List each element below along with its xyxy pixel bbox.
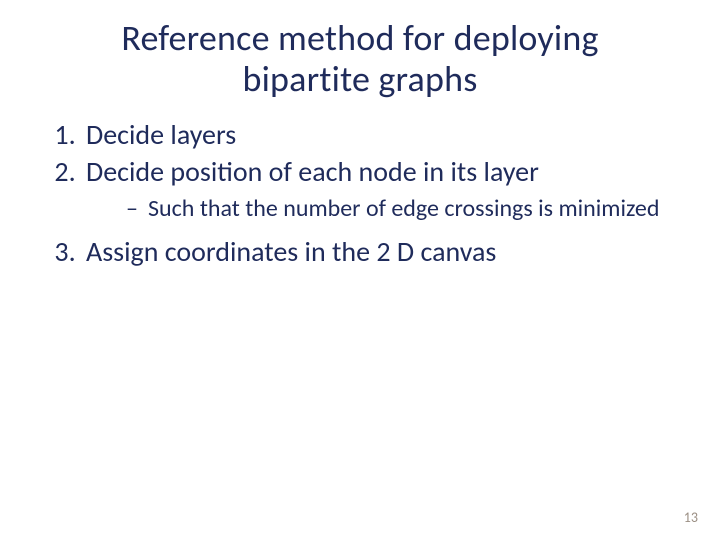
sub-list: Such that the number of edge crossings i… [86, 195, 672, 224]
list-item-2: Decide position of each node in its laye… [82, 154, 672, 224]
page-number: 13 [684, 509, 698, 526]
sub-list-item-1-text: Such that the number of edge crossings i… [148, 194, 659, 223]
sub-list-item-1: Such that the number of edge crossings i… [126, 195, 672, 224]
title-line-1: Reference method for deploying [121, 16, 598, 60]
list-item-1: Decide layers [82, 117, 672, 152]
slide-body: Decide layers Decide position of each no… [0, 101, 720, 269]
main-list: Decide layers Decide position of each no… [48, 117, 672, 269]
title-line-2: bipartite graphs [242, 57, 477, 101]
slide-title: Reference method for deploying bipartite… [0, 0, 720, 101]
list-item-2-text: Decide position of each node in its laye… [86, 154, 539, 189]
list-item-3-text: Assign coordinates in the 2 D canvas [86, 234, 496, 269]
list-item-1-text: Decide layers [86, 117, 236, 152]
list-item-3: Assign coordinates in the 2 D canvas [82, 234, 672, 269]
slide: Reference method for deploying bipartite… [0, 0, 720, 540]
